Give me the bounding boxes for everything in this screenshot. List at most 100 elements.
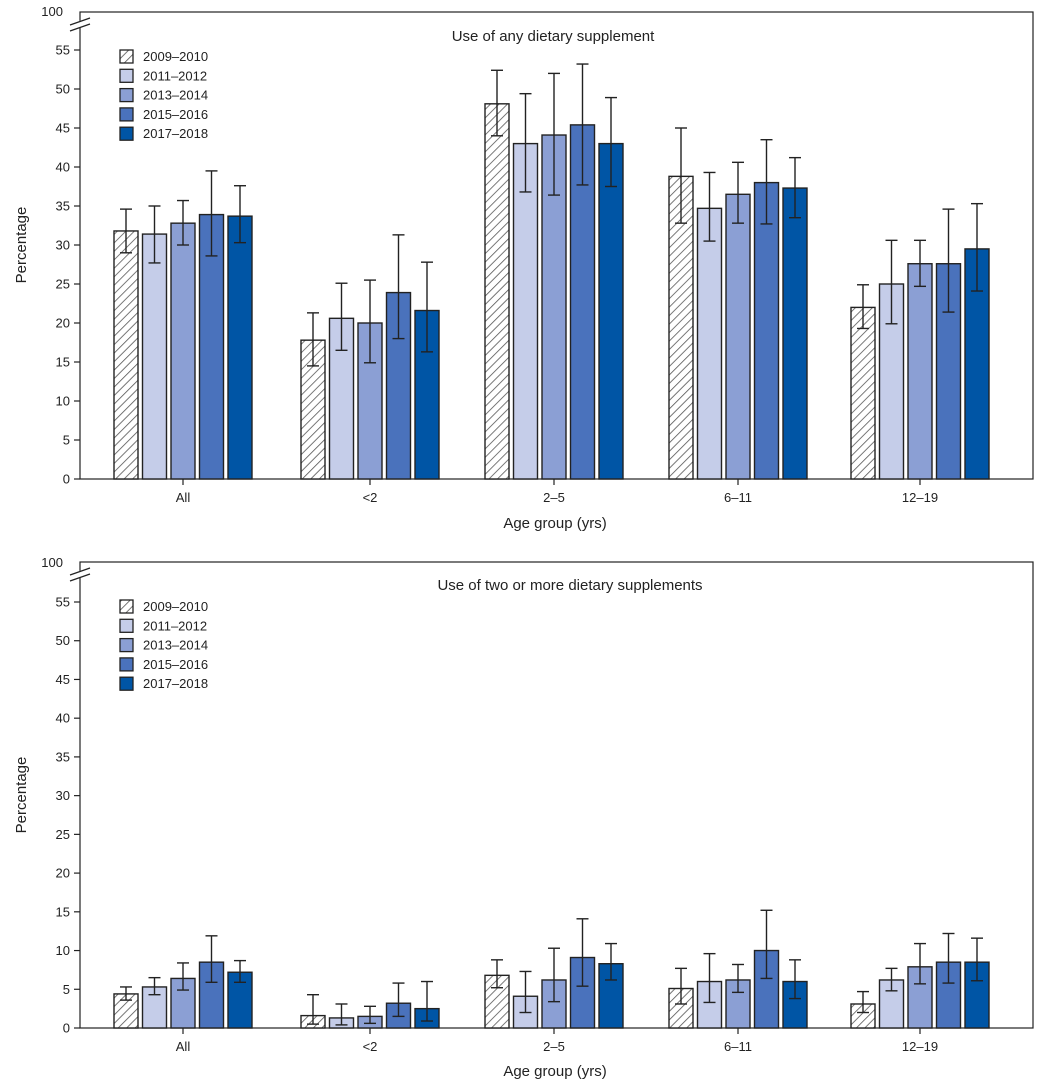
error-bar <box>703 952 716 1004</box>
bar-group <box>113 909 990 1029</box>
y-tick-label: 20 <box>56 316 70 331</box>
error-bar <box>205 170 218 257</box>
legend-swatch-s2013 <box>119 637 134 653</box>
error-bar <box>942 208 955 313</box>
y-tick-label: 55 <box>56 595 70 610</box>
legend-swatch-s2017 <box>119 676 134 691</box>
y-tick-label: 0 <box>63 472 70 487</box>
error-bar <box>392 234 405 340</box>
x-tick-label: 2–5 <box>543 490 565 505</box>
y-tick-label: 45 <box>56 121 70 136</box>
legend: 2009–2010 2011–2012 2013–2014 2015–2016 2017… <box>119 599 208 691</box>
x-tick-label: All <box>176 490 191 505</box>
error-bar <box>548 947 560 1003</box>
x-axis-ticks: All <2 2–5 6–11 12–19 <box>176 479 938 505</box>
error-bar <box>335 282 348 351</box>
error-bar <box>576 918 589 987</box>
y-tick-label: 35 <box>56 199 70 214</box>
bar-s2017-2 <box>598 142 624 480</box>
x-axis-title: Age group (yrs) <box>503 1063 606 1080</box>
y-tick-label: 25 <box>56 827 70 842</box>
error-bar <box>120 986 132 1001</box>
error-bar <box>885 239 898 325</box>
error-bar <box>364 1005 376 1025</box>
error-bar <box>971 202 983 292</box>
error-bar <box>177 962 189 991</box>
error-bar <box>914 942 926 985</box>
legend-swatch-s2015 <box>119 657 134 672</box>
bar-s2015-0 <box>198 213 225 480</box>
y-axis-title: Percentage <box>13 757 30 834</box>
error-bar <box>392 982 405 1018</box>
y-tick-label: 15 <box>56 355 70 370</box>
axis-break-marker <box>67 17 93 32</box>
y-tick-label: 40 <box>56 711 70 726</box>
legend-swatch-s2015 <box>119 107 134 122</box>
y-tick-label: 40 <box>56 160 70 175</box>
chart-panel-two-or-more: Use of two or more dietary supplements A… <box>13 555 1034 1080</box>
y-tick-label: 55 <box>56 43 70 58</box>
error-bar <box>421 980 433 1022</box>
axis-break-marker <box>67 567 93 582</box>
error-bar <box>548 72 560 196</box>
legend-swatch-s2011 <box>119 68 134 83</box>
error-bar <box>234 959 246 984</box>
y-tick-label: 10 <box>56 943 70 958</box>
bar-s2009-4 <box>850 306 876 480</box>
error-bar <box>675 127 687 224</box>
legend-swatch-s2017 <box>119 126 134 141</box>
y-tick-label: 20 <box>56 866 70 881</box>
bar-s2011-3 <box>696 207 723 480</box>
legend-label: 2013–2014 <box>143 638 208 653</box>
error-bar <box>205 935 218 984</box>
error-bar <box>519 970 532 1014</box>
error-bar <box>335 1003 348 1026</box>
chart-title: Use of any dietary supplement <box>452 28 655 45</box>
bar-s2013-0 <box>170 222 196 480</box>
legend-label: 2015–2016 <box>143 657 208 672</box>
y-tick-label: 5 <box>63 982 70 997</box>
error-bar <box>732 963 744 994</box>
error-bar <box>942 932 955 984</box>
bar-s2015-3 <box>753 181 780 480</box>
legend-swatch-s2013 <box>119 87 134 103</box>
y-tick-label: 45 <box>56 672 70 687</box>
error-bar <box>857 284 869 330</box>
error-bar <box>789 959 801 1000</box>
y-tick-label: 30 <box>56 788 70 803</box>
error-bar <box>760 909 773 980</box>
bar-s2011-0 <box>141 986 168 1029</box>
y-tick-label: 5 <box>63 433 70 448</box>
error-bar <box>789 156 801 219</box>
legend-label: 2013–2014 <box>143 88 208 103</box>
legend-label: 2009–2010 <box>143 599 208 614</box>
bar-s2011-2 <box>512 142 539 480</box>
chart-panel-any-supplement: Use of any dietary supplement Age group … <box>13 4 1034 532</box>
error-bar <box>177 199 189 246</box>
error-bar <box>703 171 716 242</box>
x-tick-label: 12–19 <box>902 1039 938 1054</box>
y-tick-label: 0 <box>63 1021 70 1036</box>
chart-title: Use of two or more dietary supplements <box>437 577 702 594</box>
x-tick-label: 6–11 <box>724 1039 752 1054</box>
bar-s2009-0 <box>113 230 139 480</box>
bar-s2013-4 <box>907 263 933 480</box>
y-axis-ticks: 0 5 10 15 20 25 30 35 40 45 50 55 <box>56 43 80 487</box>
y-tick-label: 30 <box>56 238 70 253</box>
bar-s2009-2 <box>484 103 510 480</box>
y-tick-label: 50 <box>56 633 70 648</box>
legend: 2009–2010 2011–2012 2013–2014 2015–2016 2017… <box>119 49 208 141</box>
x-tick-label: 2–5 <box>543 1039 565 1054</box>
error-bar <box>307 993 319 1025</box>
legend-label: 2011–2012 <box>143 68 207 83</box>
error-bar <box>885 967 898 992</box>
bar-s2009-3 <box>668 175 694 480</box>
error-bar <box>491 959 503 989</box>
y-tick-label: 35 <box>56 749 70 764</box>
error-bar <box>234 185 246 244</box>
legend-swatch-s2009 <box>119 599 134 614</box>
y-break-top-label: 100 <box>41 555 63 570</box>
legend-label: 2015–2016 <box>143 107 208 122</box>
error-bar <box>148 205 161 264</box>
